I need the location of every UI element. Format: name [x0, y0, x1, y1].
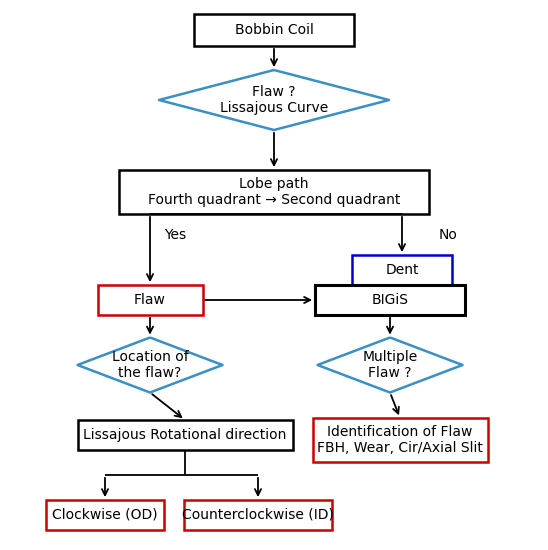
FancyBboxPatch shape: [315, 285, 465, 315]
FancyBboxPatch shape: [77, 420, 293, 450]
Text: Identification of Flaw
FBH, Wear, Cir/Axial Slit: Identification of Flaw FBH, Wear, Cir/Ax…: [317, 425, 483, 455]
Text: Lobe path
Fourth quadrant → Second quadrant: Lobe path Fourth quadrant → Second quadr…: [148, 177, 400, 207]
Text: Flaw ?
Lissajous Curve: Flaw ? Lissajous Curve: [220, 85, 328, 115]
FancyBboxPatch shape: [46, 500, 164, 530]
Text: Location of
the flaw?: Location of the flaw?: [112, 350, 189, 380]
FancyBboxPatch shape: [184, 500, 332, 530]
Text: Flaw: Flaw: [134, 293, 166, 307]
Text: Counterclockwise (ID): Counterclockwise (ID): [182, 508, 334, 522]
Text: Bobbin Coil: Bobbin Coil: [235, 23, 313, 37]
Text: Multiple
Flaw ?: Multiple Flaw ?: [362, 350, 418, 380]
Text: BIGiS: BIGiS: [372, 293, 408, 307]
FancyBboxPatch shape: [194, 14, 354, 46]
FancyBboxPatch shape: [352, 255, 452, 285]
Text: Clockwise (OD): Clockwise (OD): [52, 508, 158, 522]
FancyBboxPatch shape: [312, 418, 488, 462]
Text: No: No: [438, 228, 458, 242]
Text: Yes: Yes: [164, 228, 186, 242]
FancyBboxPatch shape: [119, 170, 429, 214]
Text: Lissajous Rotational direction: Lissajous Rotational direction: [83, 428, 287, 442]
FancyBboxPatch shape: [98, 285, 203, 315]
Text: Dent: Dent: [385, 263, 419, 277]
